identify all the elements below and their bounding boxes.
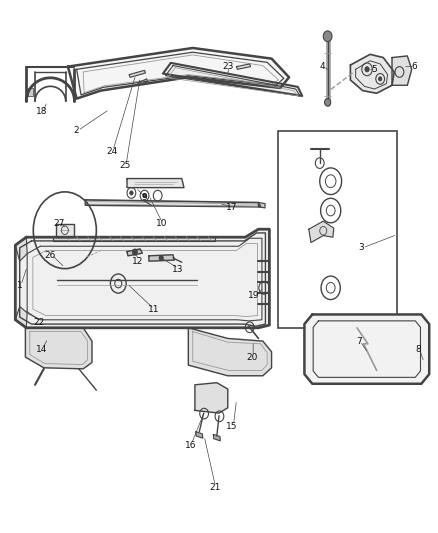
Circle shape [132, 249, 138, 255]
Polygon shape [163, 63, 302, 96]
Polygon shape [188, 328, 272, 376]
Text: 21: 21 [209, 483, 220, 492]
Text: 1: 1 [17, 281, 23, 289]
Text: 2: 2 [74, 126, 79, 135]
Polygon shape [149, 255, 174, 261]
Text: 25: 25 [119, 161, 131, 169]
Text: 11: 11 [148, 305, 159, 313]
Text: 23: 23 [222, 62, 233, 71]
Text: 3: 3 [358, 244, 364, 252]
Polygon shape [127, 249, 142, 256]
Text: 8: 8 [415, 345, 421, 353]
Polygon shape [85, 200, 261, 207]
Polygon shape [213, 434, 220, 441]
Text: 7: 7 [356, 337, 362, 345]
Polygon shape [129, 70, 145, 77]
Polygon shape [28, 88, 33, 96]
Circle shape [323, 31, 332, 42]
Polygon shape [392, 56, 412, 85]
Polygon shape [138, 79, 148, 85]
Text: 9: 9 [141, 193, 148, 201]
Polygon shape [53, 237, 215, 241]
Text: 14: 14 [36, 345, 47, 353]
Text: 18: 18 [36, 108, 47, 116]
Text: 17: 17 [226, 204, 238, 212]
Text: 5: 5 [371, 65, 378, 74]
Polygon shape [15, 237, 27, 261]
Text: 10: 10 [156, 220, 168, 228]
Circle shape [159, 255, 163, 261]
Polygon shape [56, 224, 74, 237]
Polygon shape [237, 64, 251, 69]
Polygon shape [195, 383, 228, 413]
Circle shape [130, 191, 133, 195]
Polygon shape [258, 203, 265, 208]
Text: 16: 16 [185, 441, 196, 449]
Polygon shape [309, 221, 334, 243]
Circle shape [143, 193, 146, 198]
Polygon shape [127, 179, 184, 188]
Polygon shape [15, 229, 269, 328]
Circle shape [325, 99, 331, 106]
Polygon shape [15, 306, 27, 328]
Text: 6: 6 [411, 62, 417, 71]
Text: 26: 26 [45, 252, 56, 260]
Polygon shape [25, 328, 92, 369]
Text: 19: 19 [248, 292, 260, 300]
Polygon shape [350, 54, 394, 93]
Text: 22: 22 [34, 318, 45, 327]
Circle shape [378, 77, 382, 81]
Polygon shape [304, 314, 429, 384]
Polygon shape [196, 432, 203, 438]
Text: 13: 13 [172, 265, 183, 273]
Text: 24: 24 [106, 148, 117, 156]
Text: 4: 4 [319, 62, 325, 71]
Circle shape [365, 67, 369, 72]
Text: 12: 12 [132, 257, 144, 265]
Text: 20: 20 [246, 353, 258, 361]
Polygon shape [68, 48, 289, 99]
Text: 15: 15 [226, 422, 238, 431]
Text: 27: 27 [53, 220, 65, 228]
FancyBboxPatch shape [278, 131, 397, 328]
